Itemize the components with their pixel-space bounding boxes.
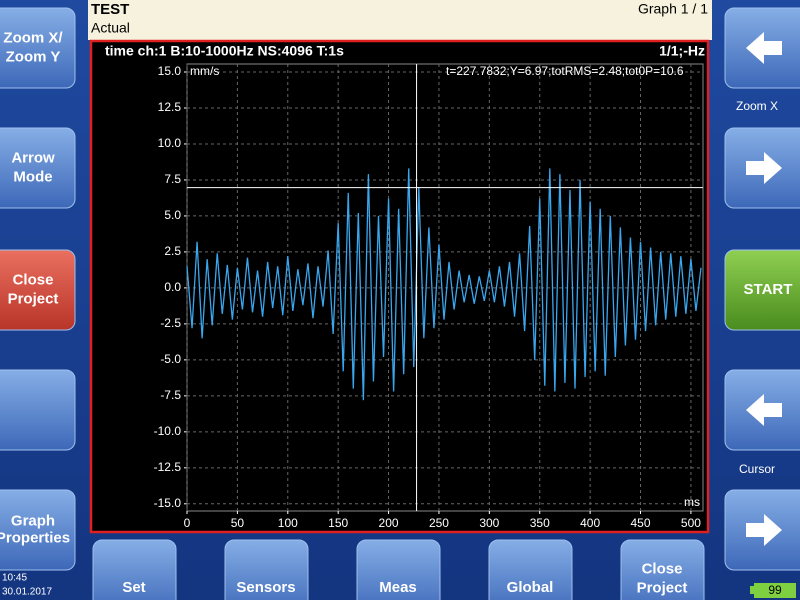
y-tick-label: 2.5 (164, 244, 181, 258)
button[interactable] (92, 539, 177, 605)
x-tick-label: 250 (429, 516, 449, 530)
button-label: Graph (11, 512, 55, 529)
button[interactable] (356, 539, 441, 605)
y-unit: mm/s (190, 64, 219, 78)
arrow-icon (746, 514, 782, 546)
button-label: Properties (0, 529, 70, 546)
button[interactable] (0, 127, 76, 209)
button[interactable] (724, 249, 800, 331)
graph-label: Graph 1 / 1 (638, 1, 708, 17)
button[interactable] (0, 7, 76, 89)
cursor-readout: t=227.7832;Y=6.97;totRMS=2.48;tot0P=10.6 (446, 64, 684, 78)
x-tick-label: 150 (328, 516, 348, 530)
y-tick-label: 10.0 (158, 136, 182, 150)
x-tick-label: 50 (231, 516, 245, 530)
arrow-icon (746, 394, 782, 426)
cursor-label: Cursor (739, 462, 775, 476)
y-tick-label: -10.0 (154, 424, 182, 438)
x-tick-label: 500 (681, 516, 701, 530)
x-tick-label: 350 (530, 516, 550, 530)
button-label: Project (637, 579, 688, 596)
x-tick-label: 100 (278, 516, 298, 530)
y-tick-label: 0.0 (164, 280, 181, 294)
button-label: Zoom Y (6, 48, 61, 65)
button-label: Project (8, 290, 59, 307)
page-label: 1/1;-Hz (659, 43, 705, 59)
arrow-icon (746, 152, 782, 184)
clock: 10:45 (2, 573, 27, 584)
date: 30.01.2017 (2, 587, 52, 598)
button-label: Meas (379, 579, 417, 596)
y-tick-label: 15.0 (158, 64, 182, 78)
waveform (186, 168, 702, 401)
button[interactable] (0, 489, 76, 571)
y-tick-label: -5.0 (160, 352, 181, 366)
x-tick-label: 400 (580, 516, 600, 530)
button[interactable] (620, 539, 705, 605)
project-title: TEST (91, 1, 129, 18)
button-label: Mode (13, 168, 52, 185)
button[interactable] (0, 369, 76, 451)
x-tick-label: 450 (631, 516, 651, 530)
arrow-icon (746, 32, 782, 64)
x-tick-label: 300 (479, 516, 499, 530)
button-label: Arrow (11, 149, 55, 166)
y-tick-label: -2.5 (160, 316, 181, 330)
battery-tip (750, 586, 754, 594)
y-tick-label: 12.5 (158, 100, 182, 114)
graph-panel (89, 39, 710, 534)
zoom-label: Zoom X (736, 99, 778, 113)
button-label: Global (507, 579, 554, 596)
x-tick-label: 0 (184, 516, 191, 530)
y-tick-label: -12.5 (154, 460, 182, 474)
x-unit: ms (684, 495, 700, 509)
header-bar (88, 0, 712, 40)
project-subtitle: Actual (91, 20, 130, 36)
y-tick-label: 7.5 (164, 172, 181, 186)
chart-title: time ch:1 B:10-1000Hz NS:4096 T:1s (105, 43, 344, 59)
y-tick-label: 5.0 (164, 208, 181, 222)
button-label: Set (122, 579, 145, 596)
button-label: Zoom X/ (3, 29, 63, 46)
button[interactable] (488, 539, 573, 605)
button[interactable] (0, 249, 76, 331)
start-label: START (744, 281, 793, 298)
y-tick-label: -15.0 (154, 496, 182, 510)
battery-level: 99 (768, 583, 782, 597)
button-label: Close (13, 271, 54, 288)
x-tick-label: 200 (379, 516, 399, 530)
button[interactable] (224, 539, 309, 605)
y-tick-label: -7.5 (160, 388, 181, 402)
battery (754, 583, 796, 598)
button-label: Close (642, 560, 683, 577)
button-label: Sensors (236, 579, 295, 596)
